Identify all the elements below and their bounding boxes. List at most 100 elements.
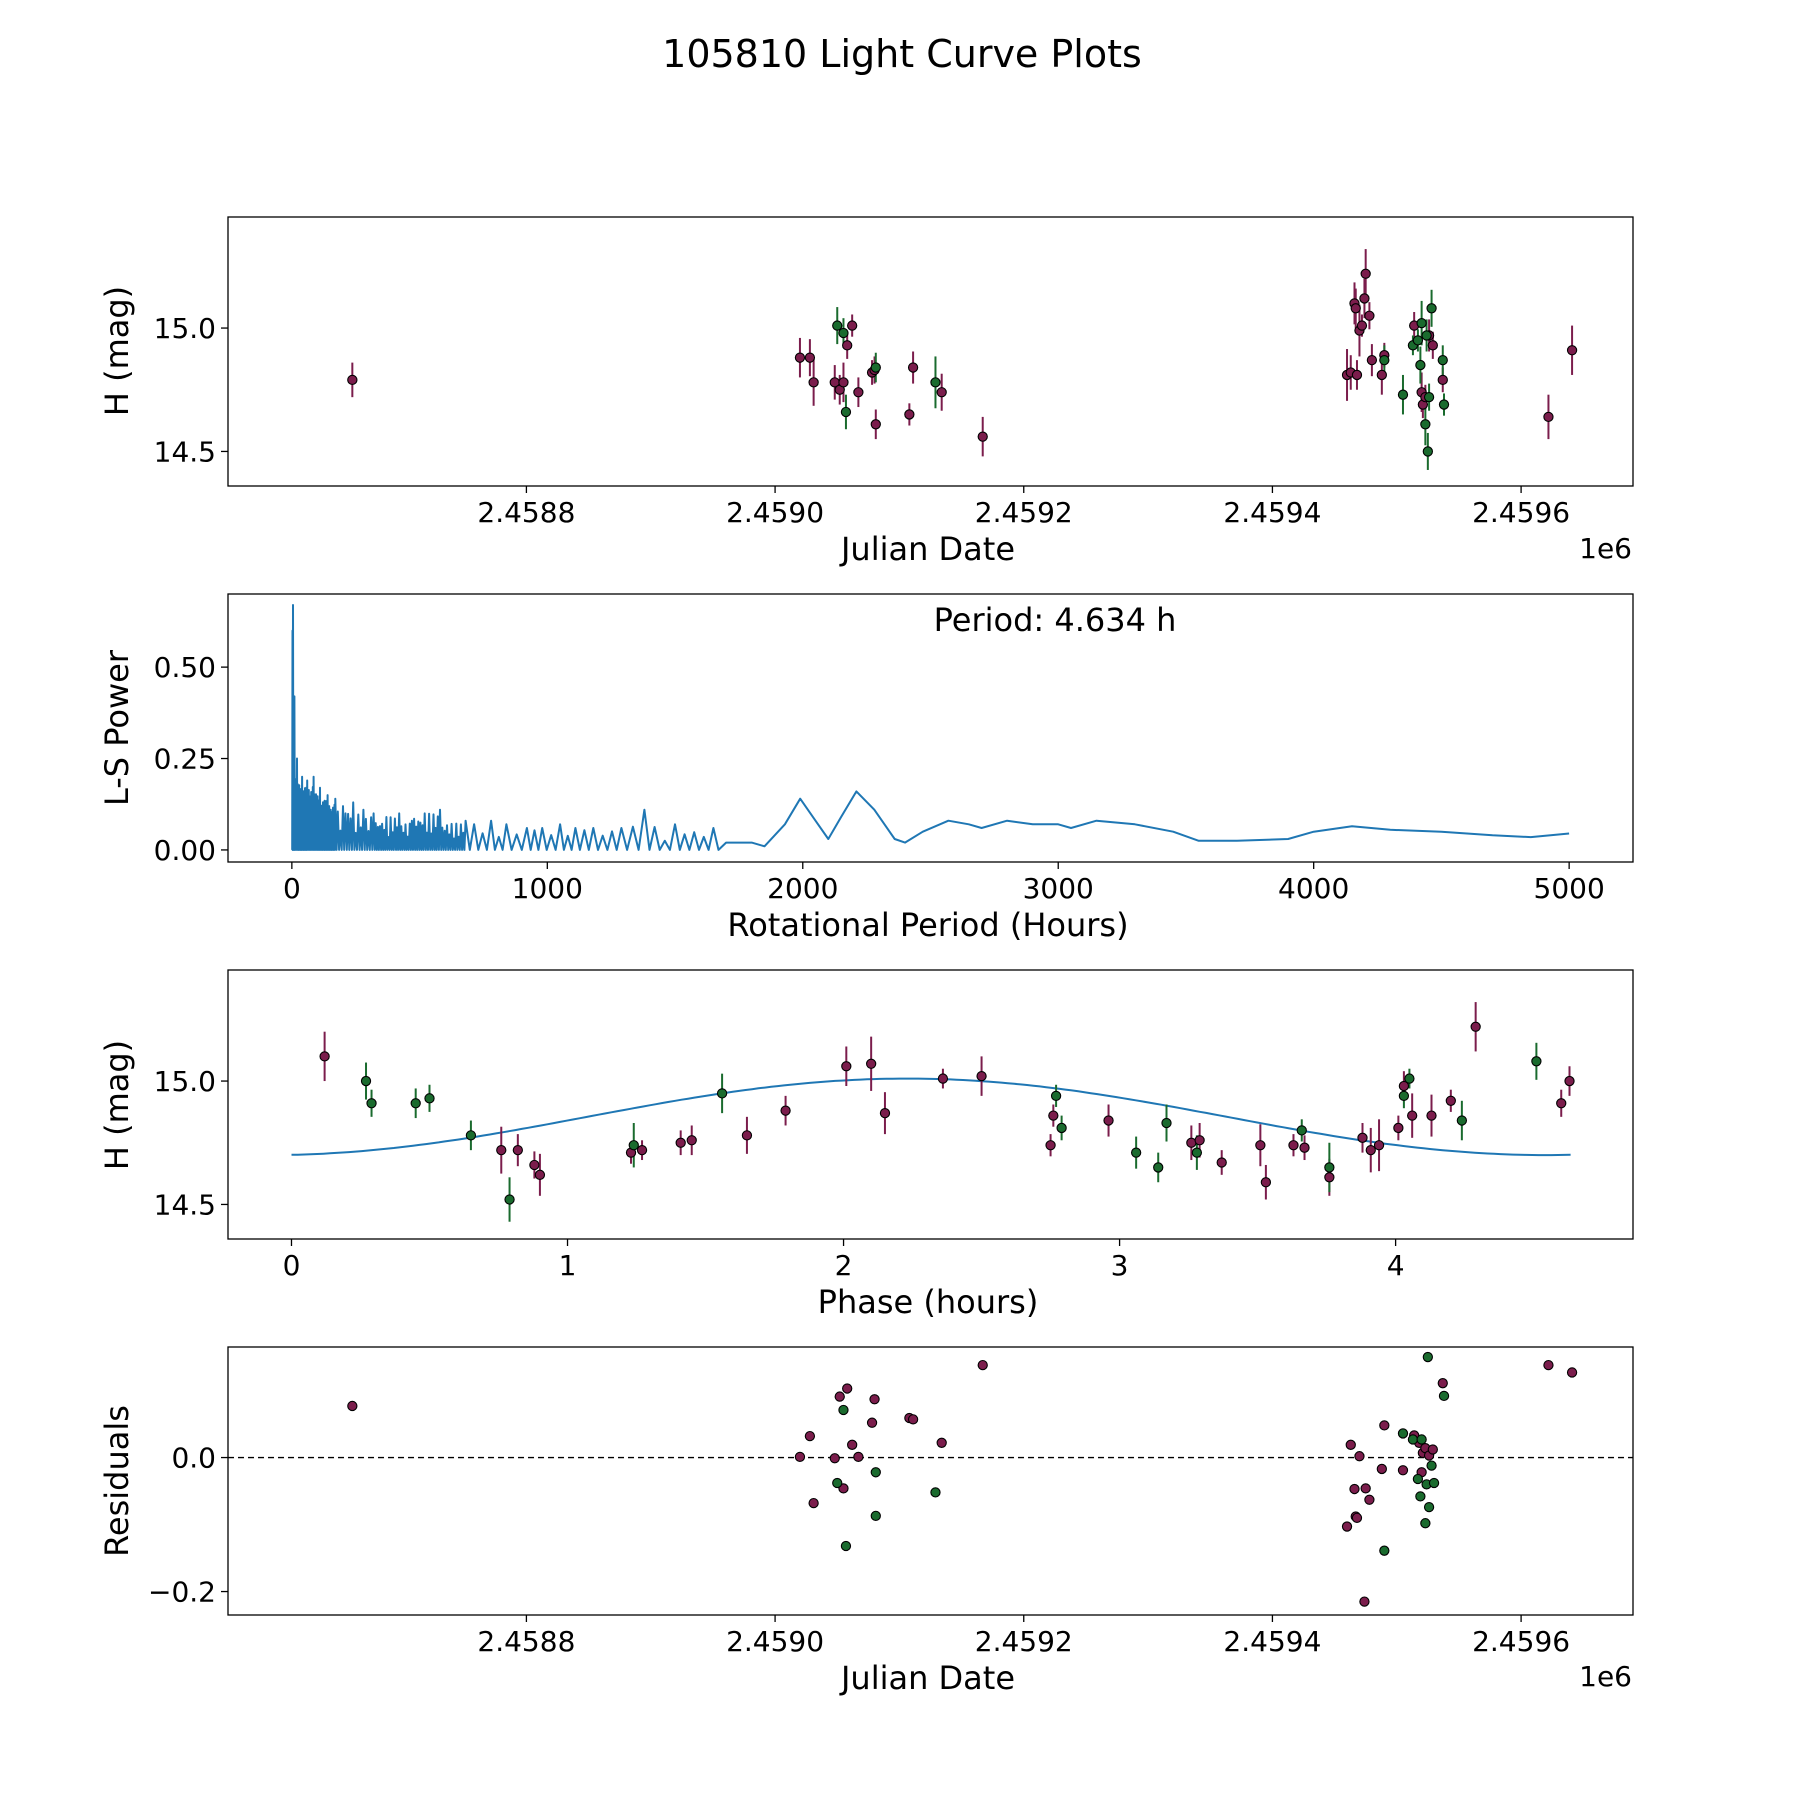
data-point-purple [1373,1140,1385,1151]
residual-point-green [930,1487,941,1498]
data-point-green [1423,392,1435,403]
light-curve-offset-label: 1e6 [1579,532,1632,565]
data-point-purple [1566,345,1578,356]
data-point-green [838,327,849,339]
periodogram-line [291,604,1570,851]
data-point-green [1412,335,1424,346]
residuals-y-axis: 0.0 −0.2 [148,1442,228,1609]
x-tick-label: 0 [283,1249,301,1282]
residual-point-green [838,1404,849,1416]
residual-point-green [1407,1434,1419,1445]
data-point-green [1397,389,1409,400]
data-point-green [366,1098,377,1109]
data-point-purple [1445,1095,1456,1106]
residual-point-green [1397,1428,1409,1439]
residual-point-purple [1349,1483,1360,1495]
data-point-purple [838,377,849,388]
data-point-purple [1288,1140,1299,1151]
data-point-green [1191,1147,1203,1158]
periodogram-y-axis: 0.00 0.25 0.50 [154,651,228,867]
light-curve-y-axis: 15.0 14.5 [154,312,228,468]
residual-point-purple [804,1430,816,1442]
data-point-green [1050,1090,1062,1102]
residual-point-green [1412,1473,1424,1485]
data-point-purple [1216,1157,1227,1168]
data-point-green [1426,303,1437,314]
residual-point-purple [829,1453,840,1464]
residual-point-green [1415,1491,1426,1502]
data-point-green [1404,1073,1415,1084]
residual-point-purple [1351,1512,1363,1523]
data-point-purple [1365,1145,1376,1156]
data-point-purple [866,1058,877,1069]
data-point-purple [1393,1122,1404,1134]
data-point-purple [1356,320,1368,331]
residual-point-green [870,1467,881,1478]
data-point-purple [675,1137,686,1148]
data-point-green [465,1130,477,1141]
data-point-purple [534,1169,546,1180]
data-point-purple [1045,1140,1056,1151]
phased-points [319,1021,1575,1205]
y-tick-label: 14.5 [154,1188,216,1221]
residual-point-purple [936,1437,947,1448]
phased-x-axis: 0 1 2 3 4 [283,1239,1405,1282]
residual-point-purple [907,1414,919,1425]
x-tick-label: 4 [1387,1249,1405,1282]
residual-point-green [1428,1477,1440,1489]
residual-point-purple [1543,1359,1554,1371]
residual-point-purple [1379,1420,1390,1431]
data-point-purple [1556,1098,1567,1109]
data-point-green [1422,446,1433,457]
phased-x-label: Phase (hours) [818,1283,1039,1321]
residuals-points [347,1351,1578,1607]
data-point-purple [870,419,881,430]
x-tick-label: 2.4588 [477,1625,575,1658]
data-point-purple [512,1145,523,1156]
data-point-purple [808,377,819,388]
panel-periodogram: 0 1000 2000 3000 4000 5000 0.00 0.25 0.50 Perio… [98,593,1634,944]
y-tick-label: 0.0 [171,1442,216,1475]
data-point-purple [1351,369,1363,381]
residuals-frame [227,1346,1634,1616]
residual-point-purple [834,1391,845,1402]
data-point-green [930,377,941,388]
residuals-x-label: Julian Date [839,1659,1015,1697]
data-point-purple [1048,1110,1059,1121]
x-tick-label: 2.4590 [726,1625,824,1658]
figure-title: 105810 Light Curve Plots [662,32,1142,76]
x-tick-label: 3 [1111,1249,1129,1282]
data-point-purple [937,1073,949,1084]
residual-point-purple [1437,1378,1448,1389]
residual-point-purple [842,1383,853,1394]
data-point-purple [1437,374,1448,386]
data-point-purple [853,387,864,398]
data-point-purple [842,340,853,351]
data-point-green [1416,317,1427,329]
data-point-purple [847,320,858,331]
residual-point-purple [1345,1439,1356,1450]
residual-point-green [1379,1545,1390,1556]
residual-point-green [870,1510,881,1521]
data-point-purple [1427,340,1438,351]
data-point-green [1531,1056,1542,1067]
data-point-green [1438,399,1450,410]
data-point-green [504,1194,515,1205]
y-tick-label: 0.50 [154,651,216,684]
y-tick-label: 0.00 [154,834,216,867]
residual-point-purple [1427,1444,1438,1455]
data-point-purple [1324,1172,1335,1183]
periodogram-frame [227,593,1634,863]
data-point-purple [1407,1110,1418,1121]
period-annotation: Period: 4.634 h [934,601,1177,639]
periodogram-y-label: L-S Power [98,649,136,806]
residuals-y-label: Residuals [98,1405,136,1557]
panel-phased: 0 1 2 3 4 15.0 14.5 Phase (hours) H (mag) [98,969,1634,1321]
x-tick-label: 0 [283,872,301,905]
residual-point-green [1438,1390,1450,1402]
residual-point-purple [1397,1465,1409,1476]
data-point-purple [1360,268,1371,279]
y-tick-label: 15.0 [154,312,216,345]
y-tick-label: 15.0 [154,1065,216,1098]
